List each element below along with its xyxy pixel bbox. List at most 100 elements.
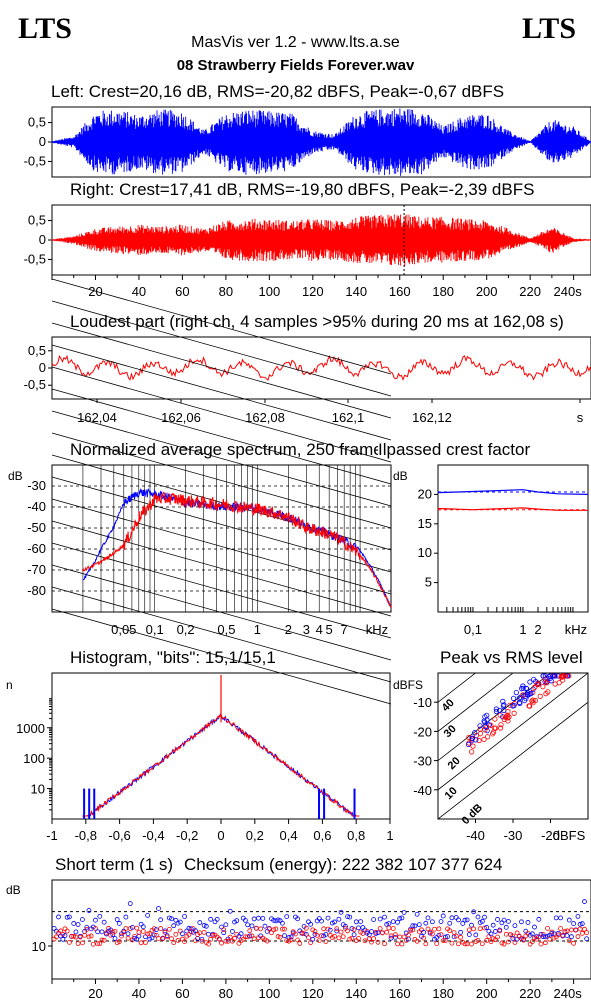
- histogram-xtick-label: 0,2: [246, 828, 264, 843]
- spectrum-title: Normalized average spectrum, 250 frames: [70, 440, 392, 459]
- peak-vs-rms-point: [552, 681, 558, 687]
- short-term-point-left: [199, 936, 205, 942]
- short-term-point-left: [282, 933, 287, 939]
- short-term-point-right: [279, 926, 285, 932]
- short-term-point-right: [436, 926, 442, 932]
- short-term-point-left: [197, 920, 203, 925]
- short-term-point-left: [401, 910, 407, 915]
- peak-vs-rms-point: [540, 684, 546, 690]
- short-term-point-right: [447, 928, 453, 934]
- short-term-xtick-label: 220: [519, 986, 541, 1000]
- short-term-point-right: [153, 932, 159, 938]
- short-term-point-left: [399, 915, 405, 921]
- peak-vs-rms-point: [484, 728, 490, 734]
- short-term-point-right: [321, 926, 327, 932]
- short-term-point-right: [397, 934, 403, 940]
- short-term-point-right: [271, 927, 277, 933]
- peak-vs-rms-point: [481, 718, 487, 724]
- short-term-point-right: [414, 938, 420, 944]
- short-term-point-right: [147, 931, 153, 936]
- short-term-point-left: [377, 916, 383, 922]
- peak-vs-rms-xtick-label: -30: [504, 828, 523, 843]
- peak-vs-rms-point: [529, 698, 535, 704]
- short-term-point-left: [99, 929, 105, 935]
- short-term-point-right: [97, 941, 103, 946]
- short-term-point-left: [436, 932, 442, 938]
- spectrum-slope-line: [51, 344, 392, 441]
- short-term-point-right: [80, 940, 85, 946]
- short-term-point-left: [249, 923, 255, 929]
- short-term-point-left: [460, 921, 466, 926]
- short-term-point-right: [206, 941, 211, 947]
- short-term-point-left: [93, 917, 98, 923]
- short-term-point-right: [84, 927, 90, 932]
- crest-xtick-label: 2: [534, 622, 541, 637]
- short-term-point-right: [58, 928, 64, 934]
- short-term-point-right: [362, 938, 368, 944]
- short-term-point-left: [447, 920, 453, 926]
- short-term-xtick-label: 60: [175, 986, 189, 1000]
- short-term-point-left: [86, 908, 92, 913]
- short-term-point-left: [238, 931, 244, 937]
- peak-vs-rms-diag-label: 0 dB: [460, 802, 485, 827]
- short-term-point-left: [386, 921, 392, 926]
- peak-vs-rms-point: [559, 673, 566, 679]
- short-term-point-left: [134, 936, 140, 942]
- short-term-point-right: [199, 938, 205, 944]
- loudest-part-xtick-label: s: [577, 410, 584, 425]
- short-term-point-right: [432, 926, 437, 932]
- short-term-point-left: [156, 906, 161, 911]
- peak-vs-rms-ytick-label: -10: [413, 695, 432, 710]
- peak-vs-rms-point: [481, 736, 487, 742]
- short-term-point-right: [356, 935, 361, 941]
- short-term-point-left: [284, 914, 290, 919]
- short-term-point-left: [438, 919, 444, 924]
- short-term-point-left: [162, 928, 168, 934]
- short-term-point-left: [219, 924, 224, 930]
- spectrum-series-right: [82, 491, 391, 609]
- short-term-point-right: [208, 936, 214, 942]
- short-term-point-right: [406, 932, 411, 938]
- short-term-point-left: [492, 929, 498, 934]
- short-term-point-left: [114, 917, 120, 922]
- peak-vs-rms-point: [488, 722, 494, 728]
- loudest-part-ytick-label: -0,5: [24, 377, 46, 392]
- short-term-point-left: [260, 916, 266, 921]
- short-term-point-right: [145, 931, 151, 937]
- short-term-point-right: [527, 941, 533, 947]
- short-term-point-right: [347, 936, 353, 942]
- short-term-point-right: [236, 940, 242, 946]
- short-term-xtick-label: 20: [88, 986, 102, 1000]
- short-term-point-left: [84, 924, 90, 930]
- short-term-point-right: [160, 936, 166, 942]
- short-term-point-right: [112, 928, 118, 934]
- short-term-point-right: [77, 934, 83, 940]
- short-term-point-left: [579, 921, 585, 927]
- short-term-point-right: [53, 934, 59, 940]
- short-term-point-left: [412, 923, 418, 929]
- short-term-point-right: [438, 932, 444, 938]
- short-term-point-left: [223, 922, 229, 928]
- right-waveform-xtick-label: 60: [175, 284, 189, 299]
- right-waveform-ytick-label: 0,5: [28, 213, 46, 228]
- short-term-point-left: [510, 935, 516, 941]
- short-term-point-right: [501, 941, 507, 947]
- short-term-point-left: [425, 915, 431, 921]
- short-term-point-left: [529, 931, 535, 937]
- histogram-xtick-label: -0,6: [108, 828, 130, 843]
- short-term-point-right: [351, 927, 357, 933]
- short-term-point-right: [66, 939, 72, 945]
- short-term-title: Short term (1 s): [55, 855, 174, 874]
- crest-ytick-label: 10: [418, 545, 432, 560]
- spectrum-slope-line: [51, 300, 392, 397]
- short-term-point-left: [469, 922, 474, 928]
- short-term-point-right: [171, 940, 177, 945]
- short-term-point-right: [169, 936, 174, 942]
- short-term-point-right: [334, 926, 340, 932]
- short-term-point-left: [343, 923, 348, 929]
- short-term-point-left: [473, 932, 479, 938]
- short-term-point-left: [336, 916, 342, 922]
- short-term-point-right: [477, 926, 483, 932]
- short-term-point-left: [214, 916, 220, 922]
- loudest-part-xtick-label: 162,12: [412, 410, 452, 425]
